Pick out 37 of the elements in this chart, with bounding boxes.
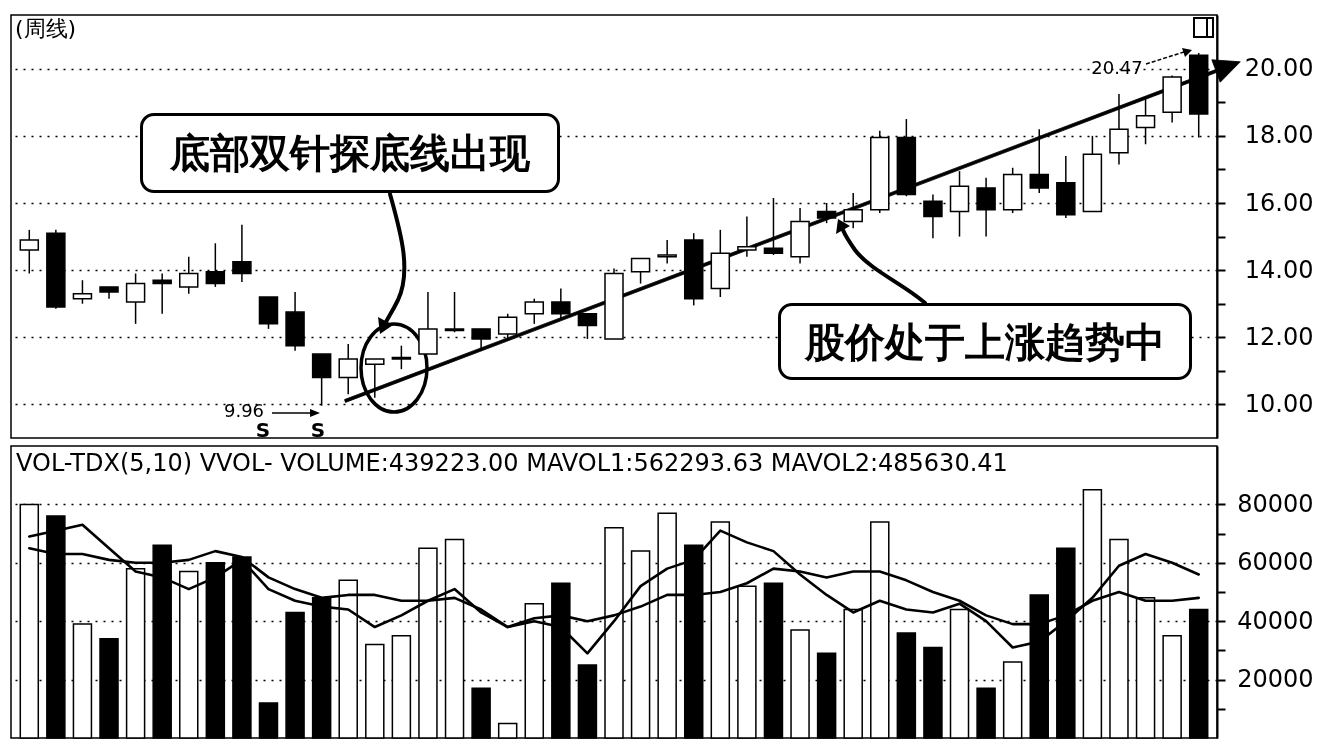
candlestick: [365, 358, 385, 399]
y-tick-label: 12.00: [1244, 322, 1314, 351]
candlestick: [471, 328, 491, 352]
candlestick: [391, 344, 412, 370]
candlestick: [737, 215, 757, 258]
annotation: 股价处于上涨趋势中: [778, 303, 1192, 380]
candlestick: [551, 287, 571, 320]
candlestick: [338, 343, 358, 396]
chart-title: VOL-TDX(5,10) VVOL- VOLUME:439223.00 MAVOL1:562293.63 MAVOL2:485630.41: [16, 449, 1008, 477]
annotation: 底部双针探底线出现: [140, 113, 560, 193]
candlestick: [657, 239, 677, 265]
y-tick-label: 20.00: [1244, 54, 1314, 83]
candlestick: [444, 291, 465, 333]
y-tick-label: 40000: [1237, 606, 1314, 635]
candlestick: [630, 257, 651, 285]
candlestick: [72, 279, 93, 305]
annotation: S: [310, 418, 326, 442]
y-tick-label: 14.00: [1244, 255, 1314, 284]
candlestick: [524, 297, 545, 325]
y-tick-label: 20000: [1237, 665, 1314, 694]
y-tick-label: 16.00: [1244, 188, 1314, 217]
candlestick: [763, 197, 784, 256]
candlestick: [179, 255, 199, 295]
chart-title: (周线): [15, 16, 77, 41]
y-tick-label: 60000: [1237, 548, 1314, 577]
candlestick: [843, 192, 863, 229]
candlestick: [152, 272, 172, 315]
candlestick: [19, 229, 40, 275]
y-tick-label: 80000: [1237, 489, 1314, 518]
y-tick-label: 18.00: [1244, 121, 1314, 150]
annotation: 9.96: [223, 400, 265, 421]
annotation: S: [255, 418, 271, 442]
annotation: 20.47: [1091, 57, 1143, 78]
candlestick: [125, 272, 146, 325]
candlestick: [976, 177, 996, 238]
y-tick-label: 10.00: [1244, 389, 1314, 418]
candlestick: [232, 224, 252, 283]
